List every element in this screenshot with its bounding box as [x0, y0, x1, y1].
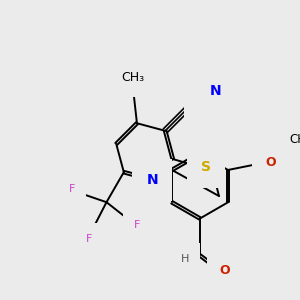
Text: F: F — [134, 220, 140, 230]
Text: O: O — [265, 156, 275, 169]
Text: F: F — [85, 234, 92, 244]
Text: N: N — [146, 173, 158, 187]
Text: N: N — [209, 84, 221, 98]
Text: H: H — [181, 254, 189, 264]
Text: C: C — [199, 93, 207, 106]
Text: S: S — [201, 160, 211, 174]
Text: F: F — [69, 184, 75, 194]
Text: C: C — [196, 96, 203, 106]
Text: O: O — [219, 264, 230, 277]
Text: ≡N: ≡N — [212, 83, 235, 97]
Text: CH₃: CH₃ — [290, 133, 300, 146]
Text: CH₃: CH₃ — [122, 71, 145, 84]
